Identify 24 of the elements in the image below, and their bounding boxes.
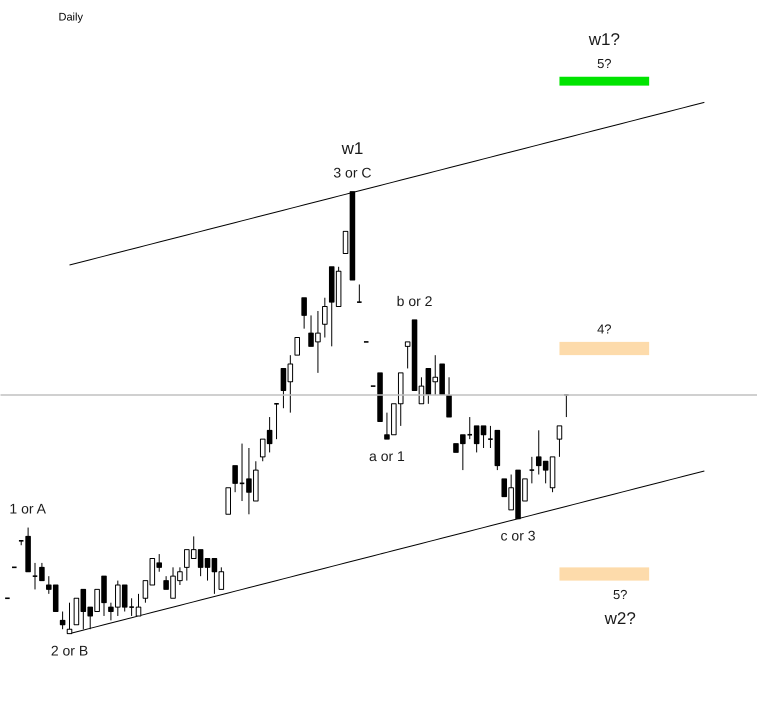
candlestick (556, 425, 562, 458)
candlestick (487, 425, 494, 448)
band-label: 5? (597, 56, 612, 72)
candlestick (322, 297, 328, 338)
candlestick (301, 297, 307, 330)
text: w1 (340, 139, 364, 158)
text: a or 1 (369, 448, 405, 464)
text: w1? (588, 30, 620, 50)
candlestick (528, 456, 535, 484)
annotation: w2? (604, 609, 636, 628)
text: 3 or C (333, 164, 372, 181)
band-label: 5? (612, 587, 628, 602)
candlestick (466, 416, 473, 440)
text: c or 3 (500, 528, 536, 544)
candlestick (273, 402, 280, 440)
text: b or 2 (396, 292, 432, 309)
chart-title: Daily (58, 12, 84, 24)
text: 2 or B (50, 642, 88, 659)
candlestick (446, 376, 452, 418)
text: 1 or A (9, 500, 46, 517)
band-label: 4? (597, 321, 612, 336)
candlestick (60, 611, 66, 630)
candlestick (356, 284, 362, 303)
candlestick (294, 337, 300, 356)
